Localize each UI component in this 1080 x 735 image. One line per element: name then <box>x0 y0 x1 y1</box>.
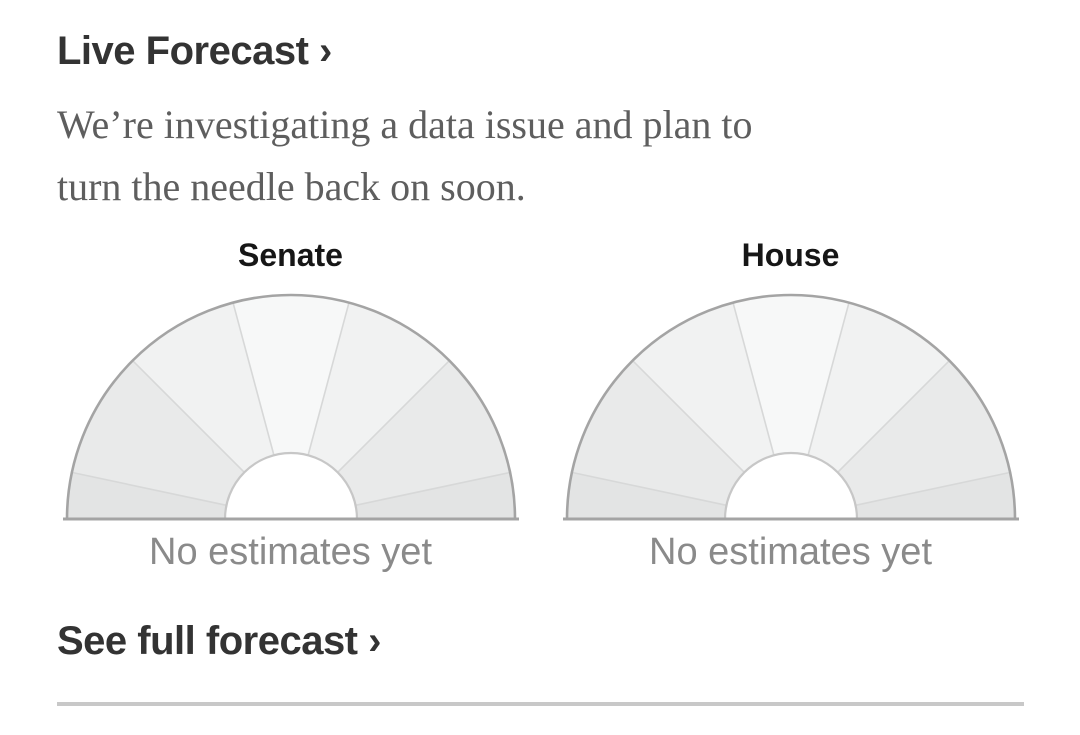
see-full-forecast-link[interactable]: See full forecast › <box>57 619 381 663</box>
gauge-segment <box>71 360 244 506</box>
gauge-segment <box>132 302 274 473</box>
gauge-segment-divider <box>732 303 775 456</box>
gauge-segment <box>571 360 744 506</box>
gauge-segment-divider <box>572 471 727 507</box>
house-gauge-section: House No estimates yet <box>562 236 1019 575</box>
gauge-segment-divider <box>232 303 275 456</box>
gauge-segment <box>837 360 1010 506</box>
gauge-segment <box>632 302 774 473</box>
gauge-segment-divider <box>854 471 1009 507</box>
gauge-segment <box>732 294 849 456</box>
gauge-segment <box>807 302 949 473</box>
gauge-center-hole <box>223 451 358 521</box>
senate-gauge-status: No estimates yet <box>149 531 432 573</box>
gauge-segment-divider <box>354 471 509 507</box>
gauge-outer-arc <box>565 293 1016 520</box>
gauge-segment-divider <box>836 360 949 473</box>
gauge-svg <box>562 293 1019 521</box>
live-forecast-widget: Live Forecast › We’re investigating a da… <box>57 29 1024 706</box>
gauge-segment <box>355 472 515 519</box>
gauge-segment-divider <box>806 303 849 456</box>
gauge-segment <box>66 472 226 519</box>
gauges-row: Senate No estimates yet House No estimat… <box>57 236 1024 575</box>
gauge-segment-divider <box>632 360 745 473</box>
gauge-segment-divider <box>132 360 245 473</box>
gauge-center-hole <box>723 451 858 521</box>
house-gauge-chart <box>562 290 1019 523</box>
senate-gauge-title: Senate <box>238 237 343 273</box>
status-message: We’re investigating a data issue and pla… <box>57 94 1024 218</box>
gauge-segment-divider <box>336 360 449 473</box>
senate-gauge-section: Senate No estimates yet <box>62 236 519 575</box>
gauge-segment <box>855 472 1015 519</box>
gauge-svg <box>62 293 519 521</box>
gauge-segment <box>307 302 449 473</box>
gauge-segment-divider <box>72 471 227 507</box>
live-forecast-link[interactable]: Live Forecast › <box>57 29 332 73</box>
status-message-line-1: We’re investigating a data issue and pla… <box>57 102 753 147</box>
gauge-segment <box>337 360 510 506</box>
status-message-line-2: turn the needle back on soon. <box>57 164 526 209</box>
house-gauge-status: No estimates yet <box>649 531 932 573</box>
gauge-segment <box>232 294 349 456</box>
house-gauge-title: House <box>741 237 840 273</box>
gauge-segment-divider <box>306 303 349 456</box>
bottom-divider <box>57 702 1024 706</box>
gauge-segment <box>566 472 726 519</box>
gauge-outer-arc <box>65 293 516 520</box>
senate-gauge-chart <box>62 290 519 523</box>
